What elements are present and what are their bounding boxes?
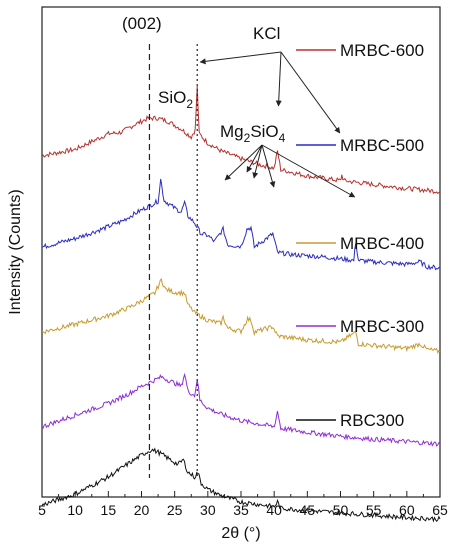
- kcl-arrow: [280, 51, 341, 134]
- annotation-mg2sio4: Mg2SiO4: [220, 122, 286, 145]
- x-ticks: 5 10 15 20 25 30 35 40 45 50 55 60 65: [38, 491, 448, 518]
- x-tick-label: 20: [134, 502, 150, 518]
- x-tick-label: 5: [38, 502, 46, 518]
- x-tick-label: 30: [200, 502, 216, 518]
- x-axis-title: 2θ (°): [221, 525, 260, 542]
- mg2sio4-arrow: [224, 144, 263, 181]
- kcl-arrow: [275, 51, 282, 107]
- x-tick-label: 40: [266, 502, 282, 518]
- series-line-rbc300: [41, 447, 441, 523]
- mg2sio4-arrow: [261, 144, 356, 198]
- series-line-mrbc-500: [41, 178, 441, 271]
- x-tick-label: 15: [101, 502, 117, 518]
- x-tick-label: 65: [432, 502, 448, 518]
- series-line-mrbc-600: [41, 85, 441, 195]
- kcl-arrow: [199, 51, 282, 65]
- annotation-sio2: SiO2: [158, 88, 193, 111]
- series-label-mrbc-300: MRBC-300: [340, 317, 424, 336]
- x-tick-label: 50: [333, 502, 349, 518]
- annotation-002: (002): [122, 14, 162, 33]
- series-line-mrbc-400: [42, 278, 441, 355]
- reference-lines: [148, 44, 198, 478]
- series-line-mrbc-300: [41, 372, 441, 447]
- x-tick-label: 25: [167, 502, 183, 518]
- x-tick-label: 55: [366, 502, 382, 518]
- y-axis-title: Intensity (Counts): [7, 189, 24, 314]
- x-tick-label: 35: [233, 502, 249, 518]
- series-labels: MRBC-600 MRBC-500 MRBC-400 MRBC-300 RBC300: [296, 41, 424, 430]
- series-label-mrbc-400: MRBC-400: [340, 234, 424, 253]
- mg2sio4-arrow: [261, 144, 276, 188]
- series-label-mrbc-600: MRBC-600: [340, 41, 424, 60]
- x-tick-label: 10: [67, 502, 83, 518]
- x-tick-label: 45: [300, 502, 316, 518]
- mg2sio4-arrow: [252, 144, 263, 179]
- series-label-mrbc-500: MRBC-500: [340, 136, 424, 155]
- mg2sio4-arrow: [246, 144, 263, 173]
- annotation-kcl: KCl: [253, 24, 280, 43]
- annotation-arrows: [199, 51, 356, 198]
- series-label-rbc300: RBC300: [340, 411, 404, 430]
- series-layer: [41, 85, 441, 523]
- x-tick-label: 60: [399, 502, 415, 518]
